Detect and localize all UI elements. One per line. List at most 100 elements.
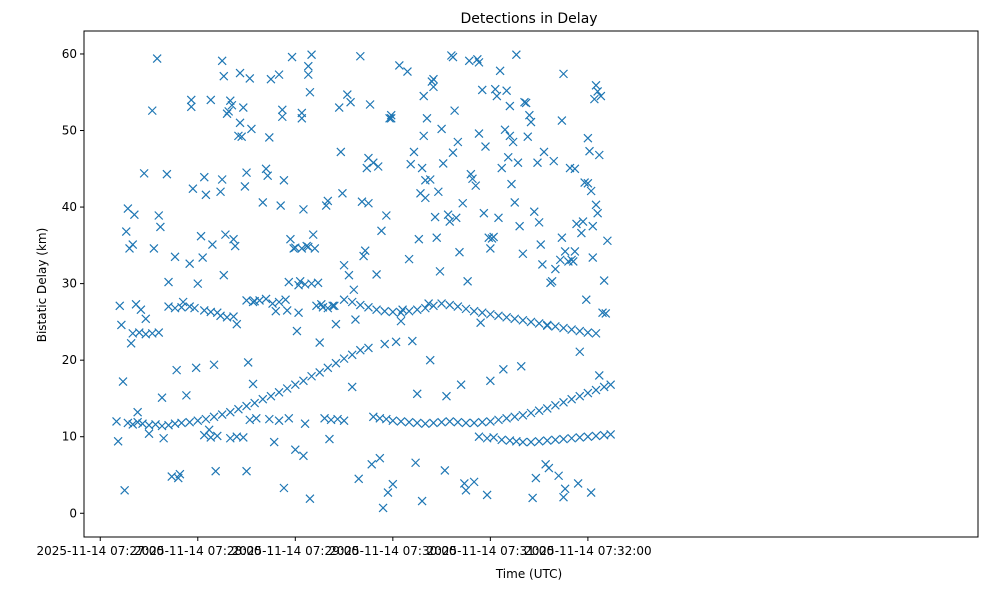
data-point-marker [419, 131, 429, 141]
data-point-marker [425, 175, 435, 184]
data-point-marker [225, 96, 235, 106]
data-point-marker [191, 363, 201, 373]
data-point-marker [263, 171, 273, 181]
data-point-marker [438, 159, 448, 168]
data-point-marker [606, 429, 616, 439]
data-point-marker [349, 285, 359, 295]
data-point-marker [303, 70, 313, 80]
data-point-marker [461, 485, 471, 495]
data-point-marker [575, 347, 585, 357]
y-tick-label: 20 [62, 353, 77, 367]
data-point-marker [593, 208, 603, 218]
data-point-marker [424, 299, 434, 308]
y-tick-label: 10 [62, 430, 77, 444]
data-point-marker [588, 253, 598, 263]
y-axis-ticks: 0 10 20 30 40 50 60 [62, 47, 84, 520]
data-point-marker [339, 354, 349, 364]
data-point-marker [388, 479, 398, 489]
data-point-marker [507, 179, 516, 189]
data-point-marker [372, 305, 382, 315]
data-point-marker [583, 328, 593, 338]
data-point-marker [445, 300, 455, 310]
data-point-marker [139, 168, 149, 178]
data-point-marker [450, 106, 460, 116]
data-point-marker [274, 416, 284, 426]
data-point-marker [175, 469, 185, 479]
data-point-marker [550, 264, 560, 274]
data-point-marker [351, 315, 360, 325]
data-point-marker [277, 112, 287, 122]
data-point-marker [368, 158, 378, 168]
y-tick-label: 0 [69, 506, 77, 520]
data-point-marker [576, 228, 586, 238]
data-point-marker [310, 243, 320, 253]
data-point-marker [502, 312, 512, 322]
data-point-marker [442, 391, 451, 401]
data-point-marker [534, 436, 544, 446]
data-point-marker [346, 97, 355, 107]
data-point-marker [580, 178, 590, 187]
data-point-marker [412, 305, 422, 315]
data-point-marker [459, 478, 469, 488]
data-point-marker [328, 301, 338, 311]
data-point-marker [248, 379, 258, 389]
data-point-marker [516, 361, 526, 371]
data-point-marker [242, 168, 251, 178]
data-point-marker [378, 503, 388, 513]
data-point-marker [443, 210, 453, 220]
data-point-marker [567, 325, 577, 334]
data-point-marker [238, 433, 248, 442]
data-point-marker [271, 306, 281, 316]
data-point-marker [578, 217, 588, 227]
data-point-marker [490, 84, 500, 94]
data-point-marker [550, 435, 560, 445]
data-point-marker [471, 181, 481, 191]
data-point-marker [437, 124, 447, 134]
data-point-marker [207, 240, 217, 250]
data-point-marker [251, 413, 261, 423]
data-point-marker [320, 413, 329, 423]
data-point-marker [144, 429, 154, 439]
data-point-marker [292, 326, 302, 336]
data-point-marker [479, 208, 489, 218]
data-point-marker [396, 316, 406, 326]
data-point-marker [235, 68, 245, 78]
data-point-marker [534, 217, 544, 227]
data-point-marker [225, 407, 235, 417]
data-point-marker [336, 147, 346, 157]
data-point-marker [477, 417, 487, 427]
data-point-marker [115, 301, 125, 311]
data-point-marker [282, 305, 292, 315]
data-point-marker [453, 417, 463, 427]
data-point-marker [286, 234, 295, 244]
data-point-marker [164, 302, 173, 312]
data-point-marker [128, 240, 138, 250]
data-point-marker [510, 198, 520, 207]
y-tick-label: 50 [62, 124, 77, 138]
data-point-marker [299, 451, 308, 461]
data-point-marker [453, 302, 463, 312]
data-point-marker [154, 328, 164, 338]
data-point-marker [118, 377, 128, 387]
data-point-marker [380, 339, 390, 349]
data-point-marker [510, 412, 520, 422]
data-point-marker [198, 253, 208, 263]
data-point-marker [294, 308, 303, 318]
data-point-marker [164, 420, 173, 430]
data-point-marker [261, 294, 271, 304]
data-point-marker [485, 243, 495, 253]
data-point-marker [526, 437, 536, 447]
data-point-marker [508, 137, 518, 147]
data-point-marker [411, 458, 421, 468]
data-point-marker [513, 158, 523, 168]
data-point-marker [494, 311, 503, 321]
data-point-marker [305, 87, 315, 97]
data-point-marker [233, 131, 243, 141]
data-point-marker [217, 56, 227, 66]
data-point-marker [266, 391, 276, 401]
data-point-marker [583, 388, 593, 398]
data-point-marker [372, 270, 382, 279]
data-point-marker [238, 103, 248, 112]
y-tick-label: 60 [62, 47, 77, 61]
